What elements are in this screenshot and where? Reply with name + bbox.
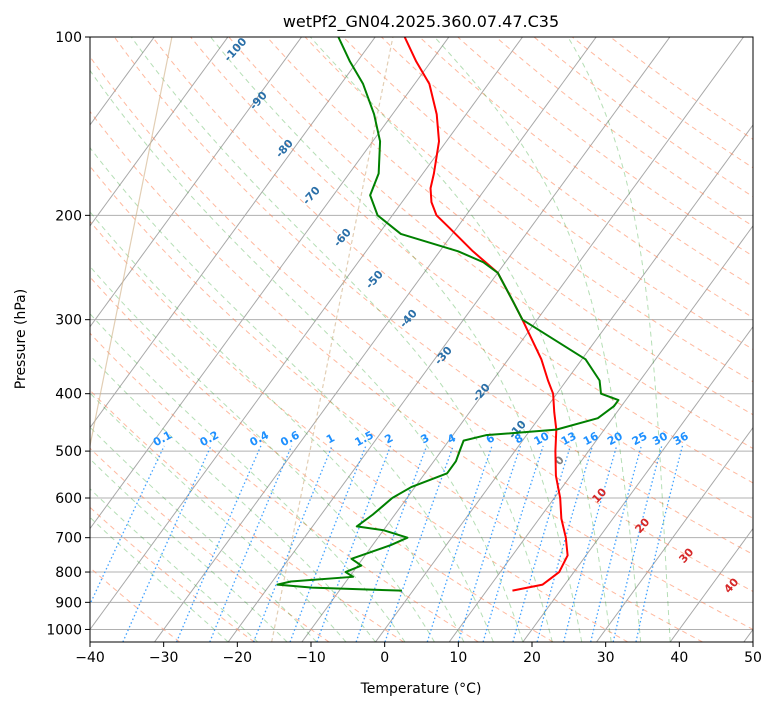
x-tick-label: −30 bbox=[149, 650, 179, 666]
mixing-ratio-line bbox=[426, 445, 493, 642]
moist-adiabat bbox=[90, 392, 347, 642]
isotherm-line bbox=[90, 37, 450, 530]
moist-adiabat bbox=[90, 211, 465, 642]
dry-adiabat bbox=[381, 37, 753, 319]
y-tick-label: 700 bbox=[55, 531, 82, 547]
moist-adiabat bbox=[130, 37, 553, 642]
moist-adiabat bbox=[434, 37, 642, 642]
isotherm-line bbox=[522, 325, 753, 642]
temperature-profile-line bbox=[403, 37, 569, 592]
y-tick-label: 600 bbox=[55, 491, 82, 507]
mixing-ratio-label: 13 bbox=[559, 429, 579, 448]
mixing-ratio-label: 20 bbox=[605, 429, 625, 448]
y-tick-label: 500 bbox=[55, 444, 82, 460]
moist-adiabat bbox=[90, 313, 406, 642]
dry-adiabat bbox=[90, 55, 753, 592]
isotherm-line bbox=[669, 527, 753, 642]
dry-adiabat bbox=[304, 37, 753, 383]
dry-adiabat bbox=[533, 37, 753, 198]
isotherm-line bbox=[0, 37, 7, 642]
isotherm-line bbox=[154, 37, 597, 642]
mixing-ratio-line bbox=[482, 445, 544, 642]
dry-adiabat bbox=[90, 332, 479, 642]
y-axis-label: Pressure (hPa) bbox=[13, 289, 29, 389]
mixing-ratio-line bbox=[563, 445, 618, 642]
dewpoint-profile-line bbox=[276, 37, 620, 592]
x-tick-label: 40 bbox=[670, 650, 688, 666]
x-tick-label: −10 bbox=[296, 650, 326, 666]
moist-adiabat bbox=[567, 37, 671, 642]
moist-adiabat bbox=[90, 69, 524, 642]
y-tick-label: 400 bbox=[55, 387, 82, 403]
x-tick-label: 10 bbox=[449, 650, 467, 666]
reference-curve bbox=[90, 37, 173, 449]
dry-adiabat bbox=[90, 110, 753, 631]
dry-adiabat bbox=[342, 37, 753, 350]
isotherm-line bbox=[227, 37, 671, 642]
x-tick-label: −20 bbox=[223, 650, 253, 666]
mixing-ratio-line bbox=[289, 445, 367, 642]
dry-adiabat bbox=[90, 389, 405, 642]
x-tick-label: 30 bbox=[597, 650, 615, 666]
background-lines bbox=[0, 37, 753, 642]
dry-adiabat bbox=[113, 37, 753, 555]
plot-background bbox=[90, 37, 753, 642]
mixing-ratio-line bbox=[590, 445, 642, 642]
mixing-ratio-line bbox=[176, 445, 262, 642]
mixing-ratio-label: 10 bbox=[532, 429, 552, 448]
isotherm-line bbox=[90, 37, 523, 631]
chart-title: wetPf2_GN04.2025.360.07.47.C35 bbox=[283, 12, 559, 32]
y-tick-label: 200 bbox=[55, 208, 82, 224]
y-tick-label: 1000 bbox=[46, 622, 82, 638]
mixing-ratio-line bbox=[512, 445, 572, 642]
y-tick-label: 300 bbox=[55, 313, 82, 329]
plot-frame bbox=[89, 36, 754, 643]
moist-adiabat bbox=[309, 37, 612, 642]
axes: −40 −30 −20 −10 0 10 20 30 40 50 100 200 300 400 500 60… bbox=[46, 30, 762, 666]
y-tick-label: 900 bbox=[55, 595, 82, 611]
isotherm-line bbox=[448, 224, 753, 642]
y-tick-label: 100 bbox=[55, 30, 82, 46]
moist-adiabat bbox=[90, 146, 494, 642]
moist-adiabat bbox=[90, 354, 376, 642]
mixing-ratio-label: 36 bbox=[671, 429, 691, 448]
reference-curve bbox=[271, 37, 394, 642]
moist-adiabat bbox=[90, 426, 317, 642]
mixing-ratio-line bbox=[612, 445, 663, 642]
mixing-ratio-line bbox=[384, 445, 454, 642]
mixing-ratio-line bbox=[635, 445, 684, 642]
mixing-ratio-line bbox=[536, 445, 594, 642]
dry-adiabat bbox=[190, 37, 753, 484]
dry-adiabat bbox=[571, 37, 753, 169]
dry-adiabat bbox=[90, 220, 629, 642]
moist-adiabat bbox=[90, 265, 435, 642]
mixing-ratio-line bbox=[316, 445, 392, 642]
x-tick-label: 20 bbox=[523, 650, 541, 666]
x-tick-label: −40 bbox=[75, 650, 105, 666]
x-axis-label: Temperature (°C) bbox=[360, 681, 482, 697]
isotherm-line bbox=[375, 124, 753, 642]
mixing-ratio-label: 16 bbox=[581, 429, 601, 448]
dry-adiabat bbox=[266, 37, 753, 416]
dry-adiabat bbox=[90, 276, 554, 642]
isotherm-line bbox=[90, 37, 376, 429]
dry-adiabat bbox=[90, 165, 703, 642]
moist-adiabat bbox=[90, 516, 229, 642]
mixing-ratio-label: 25 bbox=[630, 429, 650, 448]
dry-adiabat bbox=[152, 37, 753, 519]
series-layer bbox=[276, 37, 620, 592]
x-tick-label: 50 bbox=[744, 650, 762, 666]
mixing-ratio-line bbox=[457, 445, 522, 642]
isotherm-line bbox=[90, 37, 229, 227]
mixing-ratio-label: 30 bbox=[650, 429, 670, 448]
mixing-ratio-line bbox=[355, 445, 428, 642]
isotherm-line bbox=[90, 37, 302, 328]
x-tick-label: 0 bbox=[380, 650, 389, 666]
moist-adiabat bbox=[90, 458, 288, 642]
isotherm-line bbox=[596, 426, 753, 642]
y-tick-label: 800 bbox=[55, 565, 82, 581]
dry-adiabat bbox=[228, 37, 753, 450]
